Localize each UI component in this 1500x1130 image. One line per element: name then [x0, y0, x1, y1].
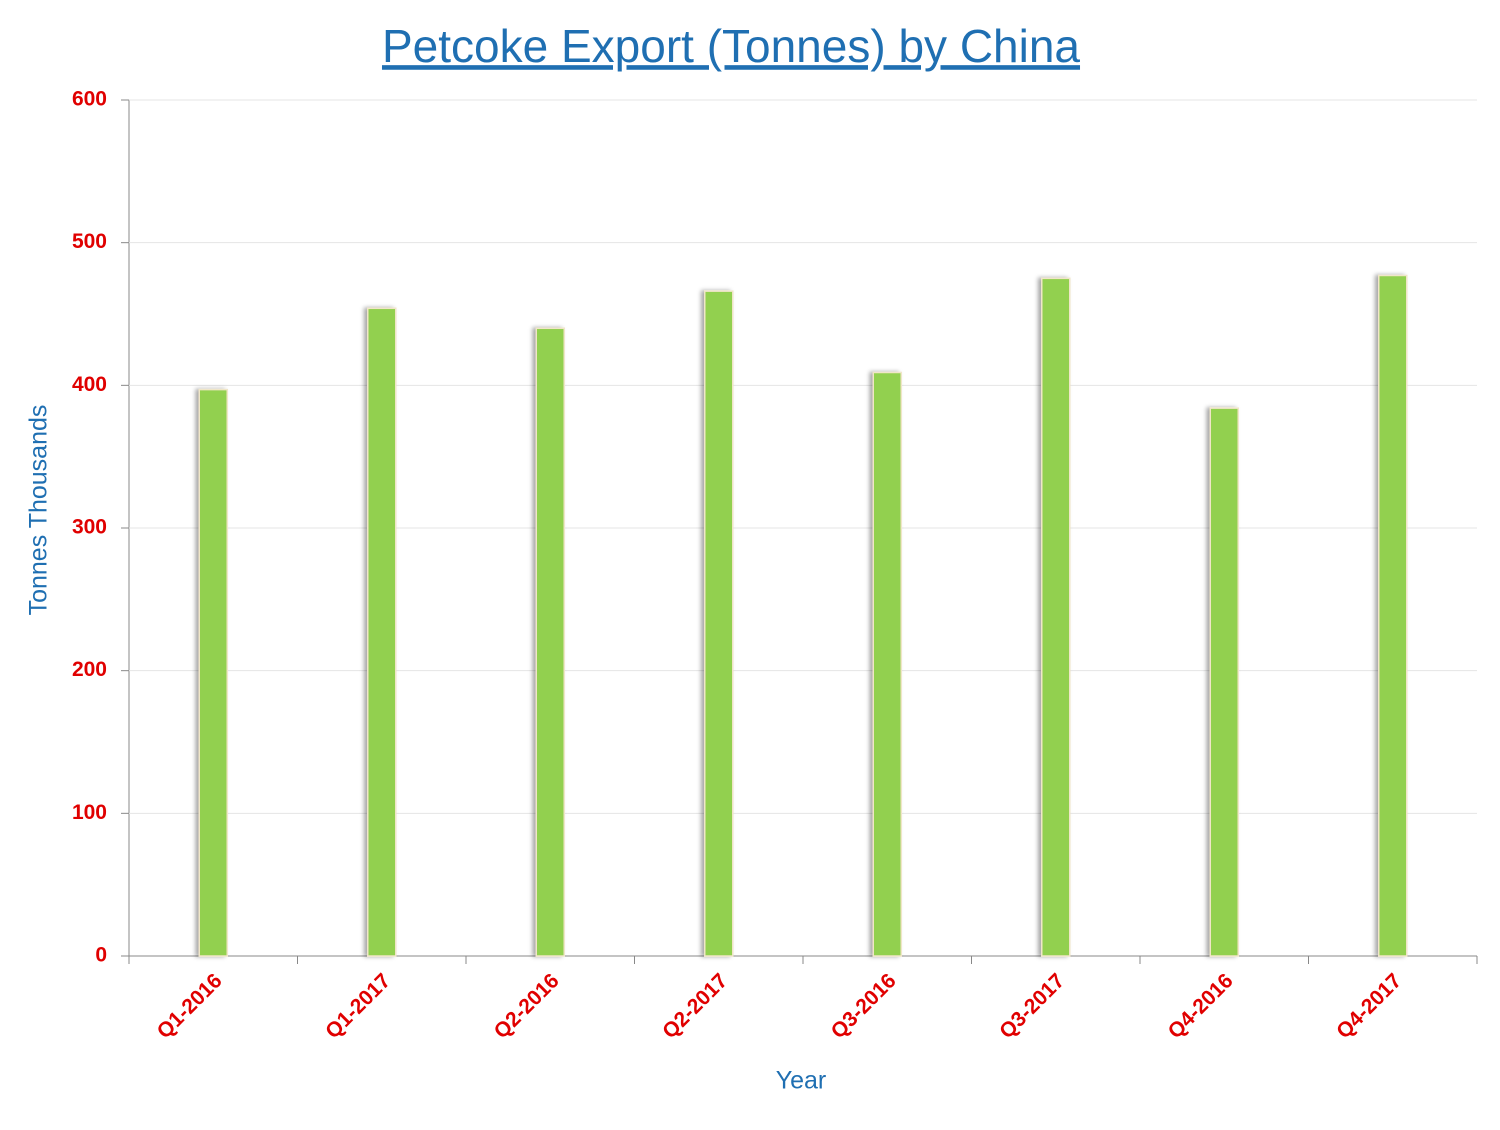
y-tick-label: 200 [72, 658, 107, 681]
x-tick-label: Q3-2016 [827, 969, 901, 1043]
y-tick-label: 100 [72, 801, 107, 824]
bar [1041, 277, 1071, 957]
bar [1378, 274, 1408, 957]
bar [1209, 407, 1239, 957]
y-tick-label: 0 [95, 944, 107, 967]
x-tick-label: Q4-2017 [1332, 969, 1406, 1043]
x-tick-label: Q3-2017 [995, 969, 1069, 1043]
x-tick-label: Q2-2017 [658, 969, 732, 1043]
bar [535, 327, 565, 957]
x-tick-label: Q2-2016 [490, 969, 564, 1043]
y-tick-label: 600 [72, 88, 107, 111]
y-axis-label: Tonnes Thousands [25, 405, 53, 616]
x-tick-label: Q4-2016 [1164, 969, 1238, 1043]
bar [872, 371, 902, 957]
chart-title: Petcoke Export (Tonnes) by China [382, 20, 1080, 72]
y-tick-label: 400 [72, 373, 107, 396]
bar [198, 388, 228, 957]
x-tick-label: Q1-2017 [321, 969, 395, 1043]
x-tick-label: Q1-2016 [153, 969, 227, 1043]
y-tick-label: 300 [72, 516, 107, 539]
bar [704, 290, 734, 957]
x-axis-label: Year [776, 1067, 827, 1095]
bar [367, 307, 397, 957]
y-tick-label: 500 [72, 230, 107, 253]
